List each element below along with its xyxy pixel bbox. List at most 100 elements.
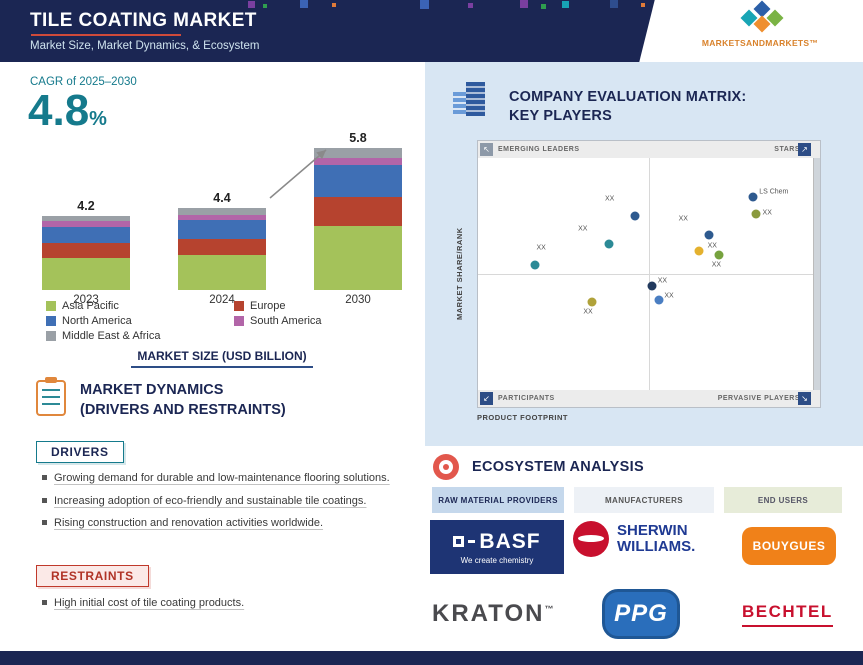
buildings-icon [453,82,487,116]
legend-item: Asia Pacific [46,300,226,312]
driver-item: Increasing adoption of eco-friendly and … [40,493,418,510]
quadrant-label-pervasive-players: PERVASIVE PLAYERS [717,395,800,402]
kraton-name: KRATON [432,600,545,627]
bar-segment [314,196,402,227]
bar-segment [314,165,402,197]
bar-total-label: 5.8 [349,131,367,145]
legend-label: Asia Pacific [62,300,119,312]
bar-segment [42,243,130,259]
chart-legend: Asia Pacific Europe North America South Ame… [46,300,391,342]
bar-stack [42,216,130,290]
bar: 4.2 [42,199,130,290]
quadrant-label-emerging-leaders: EMERGING LEADERS [498,146,580,153]
bar-total-label: 4.2 [77,199,95,213]
bar-segment [178,254,266,290]
matrix-horizontal-divider [478,274,813,275]
matrix-point-label: XX [604,195,615,203]
legend-label: South America [250,315,322,327]
cagr-number: 4.8 [28,86,90,135]
quadrant-label-stars: STARS [774,146,800,153]
bar-stack [178,208,266,290]
restraint-item: High initial cost of tile coating produc… [40,595,418,612]
ecosystem-icon [433,454,459,480]
expand-arrow-icon: ↘ [798,392,811,405]
basf-logo: BASF We create chemistry [430,520,564,574]
ecosystem-heading: ECOSYSTEM ANALYSIS [472,459,644,475]
bechtel-logo: BECHTEL [742,602,833,627]
expand-arrow-icon: ↗ [798,143,811,156]
legend-item: North America [46,315,226,327]
legend-item: Europe [234,300,391,312]
page-title: TILE COATING MARKET [30,10,257,31]
bar-total-label: 4.4 [213,191,231,205]
matrix-point: XX [751,209,772,219]
matrix-point-label: XX [583,308,593,316]
legend-swatch [234,301,244,311]
bar-segment [314,157,402,166]
bar-segment [42,216,130,222]
axis-title-text: MARKET SIZE (USD BILLION) [131,349,313,368]
legend-label: Middle East & Africa [62,330,161,342]
matrix-point: XX [583,297,597,315]
matrix-point-label: XX [678,215,688,223]
matrix-point: XX [605,196,640,221]
expand-arrow-icon: ↖ [480,143,493,156]
bar-segment [314,226,402,290]
restraints-badge: RESTRAINTS [36,565,149,587]
clipboard-icon [36,377,66,416]
matrix-point: XX [679,215,714,240]
matrix-point-label: XX [578,225,588,233]
bar-category-label: 2024 [209,294,235,306]
sherwin-globe-icon [573,521,609,557]
kraton-trademark: ™ [544,604,554,614]
matrix-bottom-strip: PARTICIPANTS PERVASIVE PLAYERS [478,390,820,407]
matrix-point-label: XX [536,244,546,252]
basf-dash-icon [468,540,476,543]
bar: 4.4 [178,191,266,290]
bar-segment [42,226,130,244]
legend-swatch [234,316,244,326]
bar-category-label: 2023 [73,294,99,306]
legend-label: North America [62,315,132,327]
matrix-x-axis-label: PRODUCT FOOTPRINT [477,413,568,422]
ecosystem-columns: RAW MATERIAL PROVIDERS MANUFACTURERS END… [432,487,842,513]
matrix-point: XX [712,250,724,269]
column-end-users: END USERS [724,487,842,513]
header-bar: TILE COATING MARKET Market Size, Market … [0,0,863,62]
chart-axis-title: MARKET SIZE (USD BILLION) [42,347,402,368]
bars-row: 4.2 4.4 5.8 [42,122,402,290]
matrix-point: LS Chem [748,189,788,202]
bouygues-logo: BOUYGUES [742,527,836,565]
quadrant-label-participants: PARTICIPANTS [498,395,555,402]
matrix-point-label: XX [657,277,668,285]
matrix-scrollbar[interactable] [813,158,820,390]
driver-item: Rising construction and renovation activ… [40,515,418,532]
column-raw-material-providers: RAW MATERIAL PROVIDERS [432,487,564,513]
matrix-point: XX [647,277,667,291]
title-underline [31,34,181,36]
expand-arrow-icon: ↙ [480,392,493,405]
bar-segment [42,221,130,227]
matrix-top-strip: EMERGING LEADERS STARS [478,141,820,158]
bar: 5.8 [314,131,402,290]
basf-name: BASF [479,529,541,553]
matrix-point: XX [654,292,674,305]
bar-segment [178,214,266,221]
matrix-heading: COMPANY EVALUATION MATRIX: KEY PLAYERS [509,88,746,126]
dynamics-heading: MARKET DYNAMICS (DRIVERS AND RESTRAINTS) [80,381,286,420]
footer-bar [0,651,863,665]
sherwin-name-line1: SHERWIN [617,521,688,539]
legend-swatch [46,316,56,326]
dynamics-heading-line1: MARKET DYNAMICS [80,382,224,398]
sherwin-name-line2: WILLIAMS. [617,538,696,555]
matrix-point: XX [530,244,546,270]
matrix-point-label: XX [664,292,674,300]
matrix-point-label: LS Chem [759,188,789,196]
bar-stack [314,148,402,290]
company-evaluation-matrix: EMERGING LEADERS STARS PARTICIPANTS PERV… [477,140,821,408]
column-manufacturers: MANUFACTURERS [574,487,714,513]
legend-item: South America [234,315,391,327]
market-size-bar-chart: 4.2 4.4 5.8 2023 2024 2030 [42,122,402,306]
sherwin-williams-logo: SHERWIN WILLIAMS. [573,521,695,557]
brand-name: MARKETSANDMARKETS™ [701,38,819,48]
